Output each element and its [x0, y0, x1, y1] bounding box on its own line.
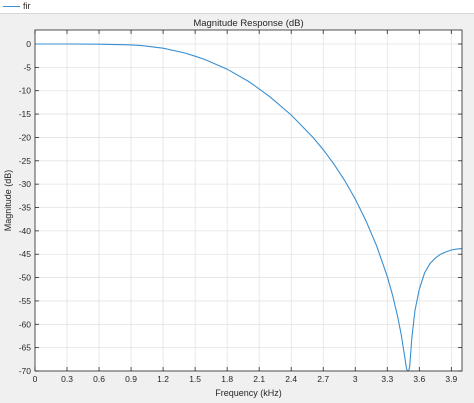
legend-bar: fir	[0, 0, 474, 14]
y-tick-label: -50	[19, 273, 32, 283]
y-tick-label: -55	[19, 296, 32, 306]
plot-frame	[34, 29, 463, 372]
x-tick-label: 1.2	[157, 374, 169, 384]
x-tick-label: 1.8	[221, 374, 233, 384]
y-tick-label: -40	[19, 226, 32, 236]
x-tick-label: 0	[33, 374, 38, 384]
chart-title: Magnitude Response (dB)	[193, 18, 303, 29]
y-tick-label: -5	[23, 62, 31, 72]
y-tick-label: -15	[19, 109, 32, 119]
series-line-fir	[35, 43, 463, 372]
plot-area	[35, 30, 462, 371]
x-tick-label: 2.7	[317, 374, 329, 384]
x-tick-label: 1.5	[189, 374, 201, 384]
y-axis-label: Magnitude (dB)	[3, 170, 13, 232]
x-tick-label: 0.6	[93, 374, 105, 384]
legend-line-icon	[3, 6, 20, 7]
x-tick-label: 0.3	[61, 374, 73, 384]
y-tick-label: -60	[19, 319, 32, 329]
axis-ticks: 0 0.3 0.6 0.9 1.2 1.5 1.8 2.1 2.4 2.7 3 3.3 3.6 3.90-…	[19, 30, 462, 384]
y-tick-label: -25	[19, 156, 32, 166]
x-tick-label: 2.4	[285, 374, 297, 384]
x-tick-label: 2.1	[253, 374, 265, 384]
y-tick-label: -70	[19, 366, 32, 376]
y-tick-label: 0	[26, 39, 31, 49]
y-tick-label: -10	[19, 86, 32, 96]
y-tick-label: -30	[19, 179, 32, 189]
y-tick-label: -20	[19, 132, 32, 142]
x-axis-label: Frequency (kHz)	[215, 388, 282, 398]
x-tick-label: 3.6	[413, 374, 425, 384]
x-tick-label: 3	[353, 374, 358, 384]
grid	[34, 30, 462, 372]
y-tick-label: -35	[19, 203, 32, 213]
y-tick-label: -65	[19, 343, 32, 353]
x-tick-label: 3.9	[445, 374, 457, 384]
y-tick-label: -45	[19, 249, 32, 259]
legend-label: fir	[23, 1, 31, 11]
x-tick-label: 3.3	[381, 374, 393, 384]
x-tick-label: 0.9	[125, 374, 137, 384]
